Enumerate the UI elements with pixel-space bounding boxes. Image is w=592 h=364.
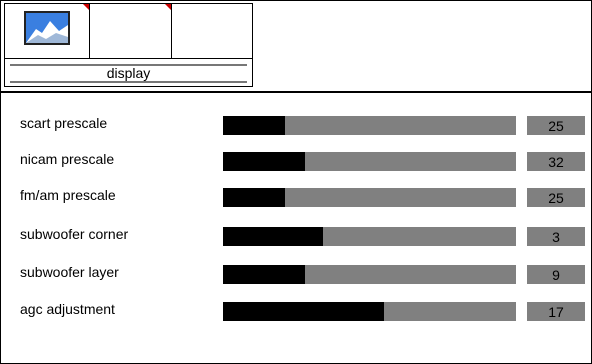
slider-fill bbox=[223, 152, 306, 171]
tab-image[interactable] bbox=[5, 4, 90, 58]
setting-label: subwoofer corner bbox=[20, 226, 129, 242]
mountain-thumbnail-icon bbox=[24, 11, 70, 45]
setting-slider[interactable] bbox=[223, 227, 516, 246]
setting-value: 17 bbox=[527, 302, 585, 321]
tab-empty-1[interactable] bbox=[90, 4, 172, 58]
setting-slider[interactable] bbox=[223, 302, 516, 321]
tab-label: display bbox=[106, 65, 151, 81]
setting-row: nicam prescale 32 bbox=[0, 150, 592, 180]
setting-row: subwoofer layer 9 bbox=[0, 263, 592, 293]
setting-row: agc adjustment 17 bbox=[0, 300, 592, 330]
setting-row: subwoofer corner 3 bbox=[0, 225, 592, 255]
setting-label: fm/am prescale bbox=[20, 187, 116, 203]
setting-slider[interactable] bbox=[223, 188, 516, 207]
slider-fill bbox=[223, 265, 306, 284]
slider-fill bbox=[223, 188, 285, 207]
setting-label: scart prescale bbox=[20, 115, 108, 131]
setting-row: fm/am prescale 25 bbox=[0, 186, 592, 216]
slider-fill bbox=[223, 227, 323, 246]
slider-fill bbox=[223, 302, 385, 321]
tab-strip: display bbox=[4, 3, 253, 87]
setting-label: agc adjustment bbox=[20, 301, 115, 317]
tab-empty-2[interactable] bbox=[172, 4, 254, 58]
tab-corner-marker bbox=[83, 4, 89, 10]
setting-value: 3 bbox=[527, 227, 585, 246]
setting-label: subwoofer layer bbox=[20, 264, 119, 280]
setting-label: nicam prescale bbox=[20, 151, 115, 167]
setting-slider[interactable] bbox=[223, 116, 516, 135]
setting-row: scart prescale 25 bbox=[0, 114, 592, 144]
section-divider bbox=[0, 91, 592, 93]
setting-slider[interactable] bbox=[223, 152, 516, 171]
setting-value: 25 bbox=[527, 116, 585, 135]
slider-fill bbox=[223, 116, 285, 135]
setting-value: 9 bbox=[527, 265, 585, 284]
tab-caption: display bbox=[5, 58, 252, 87]
setting-slider[interactable] bbox=[223, 265, 516, 284]
tab-corner-marker bbox=[165, 4, 171, 10]
setting-value: 25 bbox=[527, 188, 585, 207]
setting-value: 32 bbox=[527, 152, 585, 171]
